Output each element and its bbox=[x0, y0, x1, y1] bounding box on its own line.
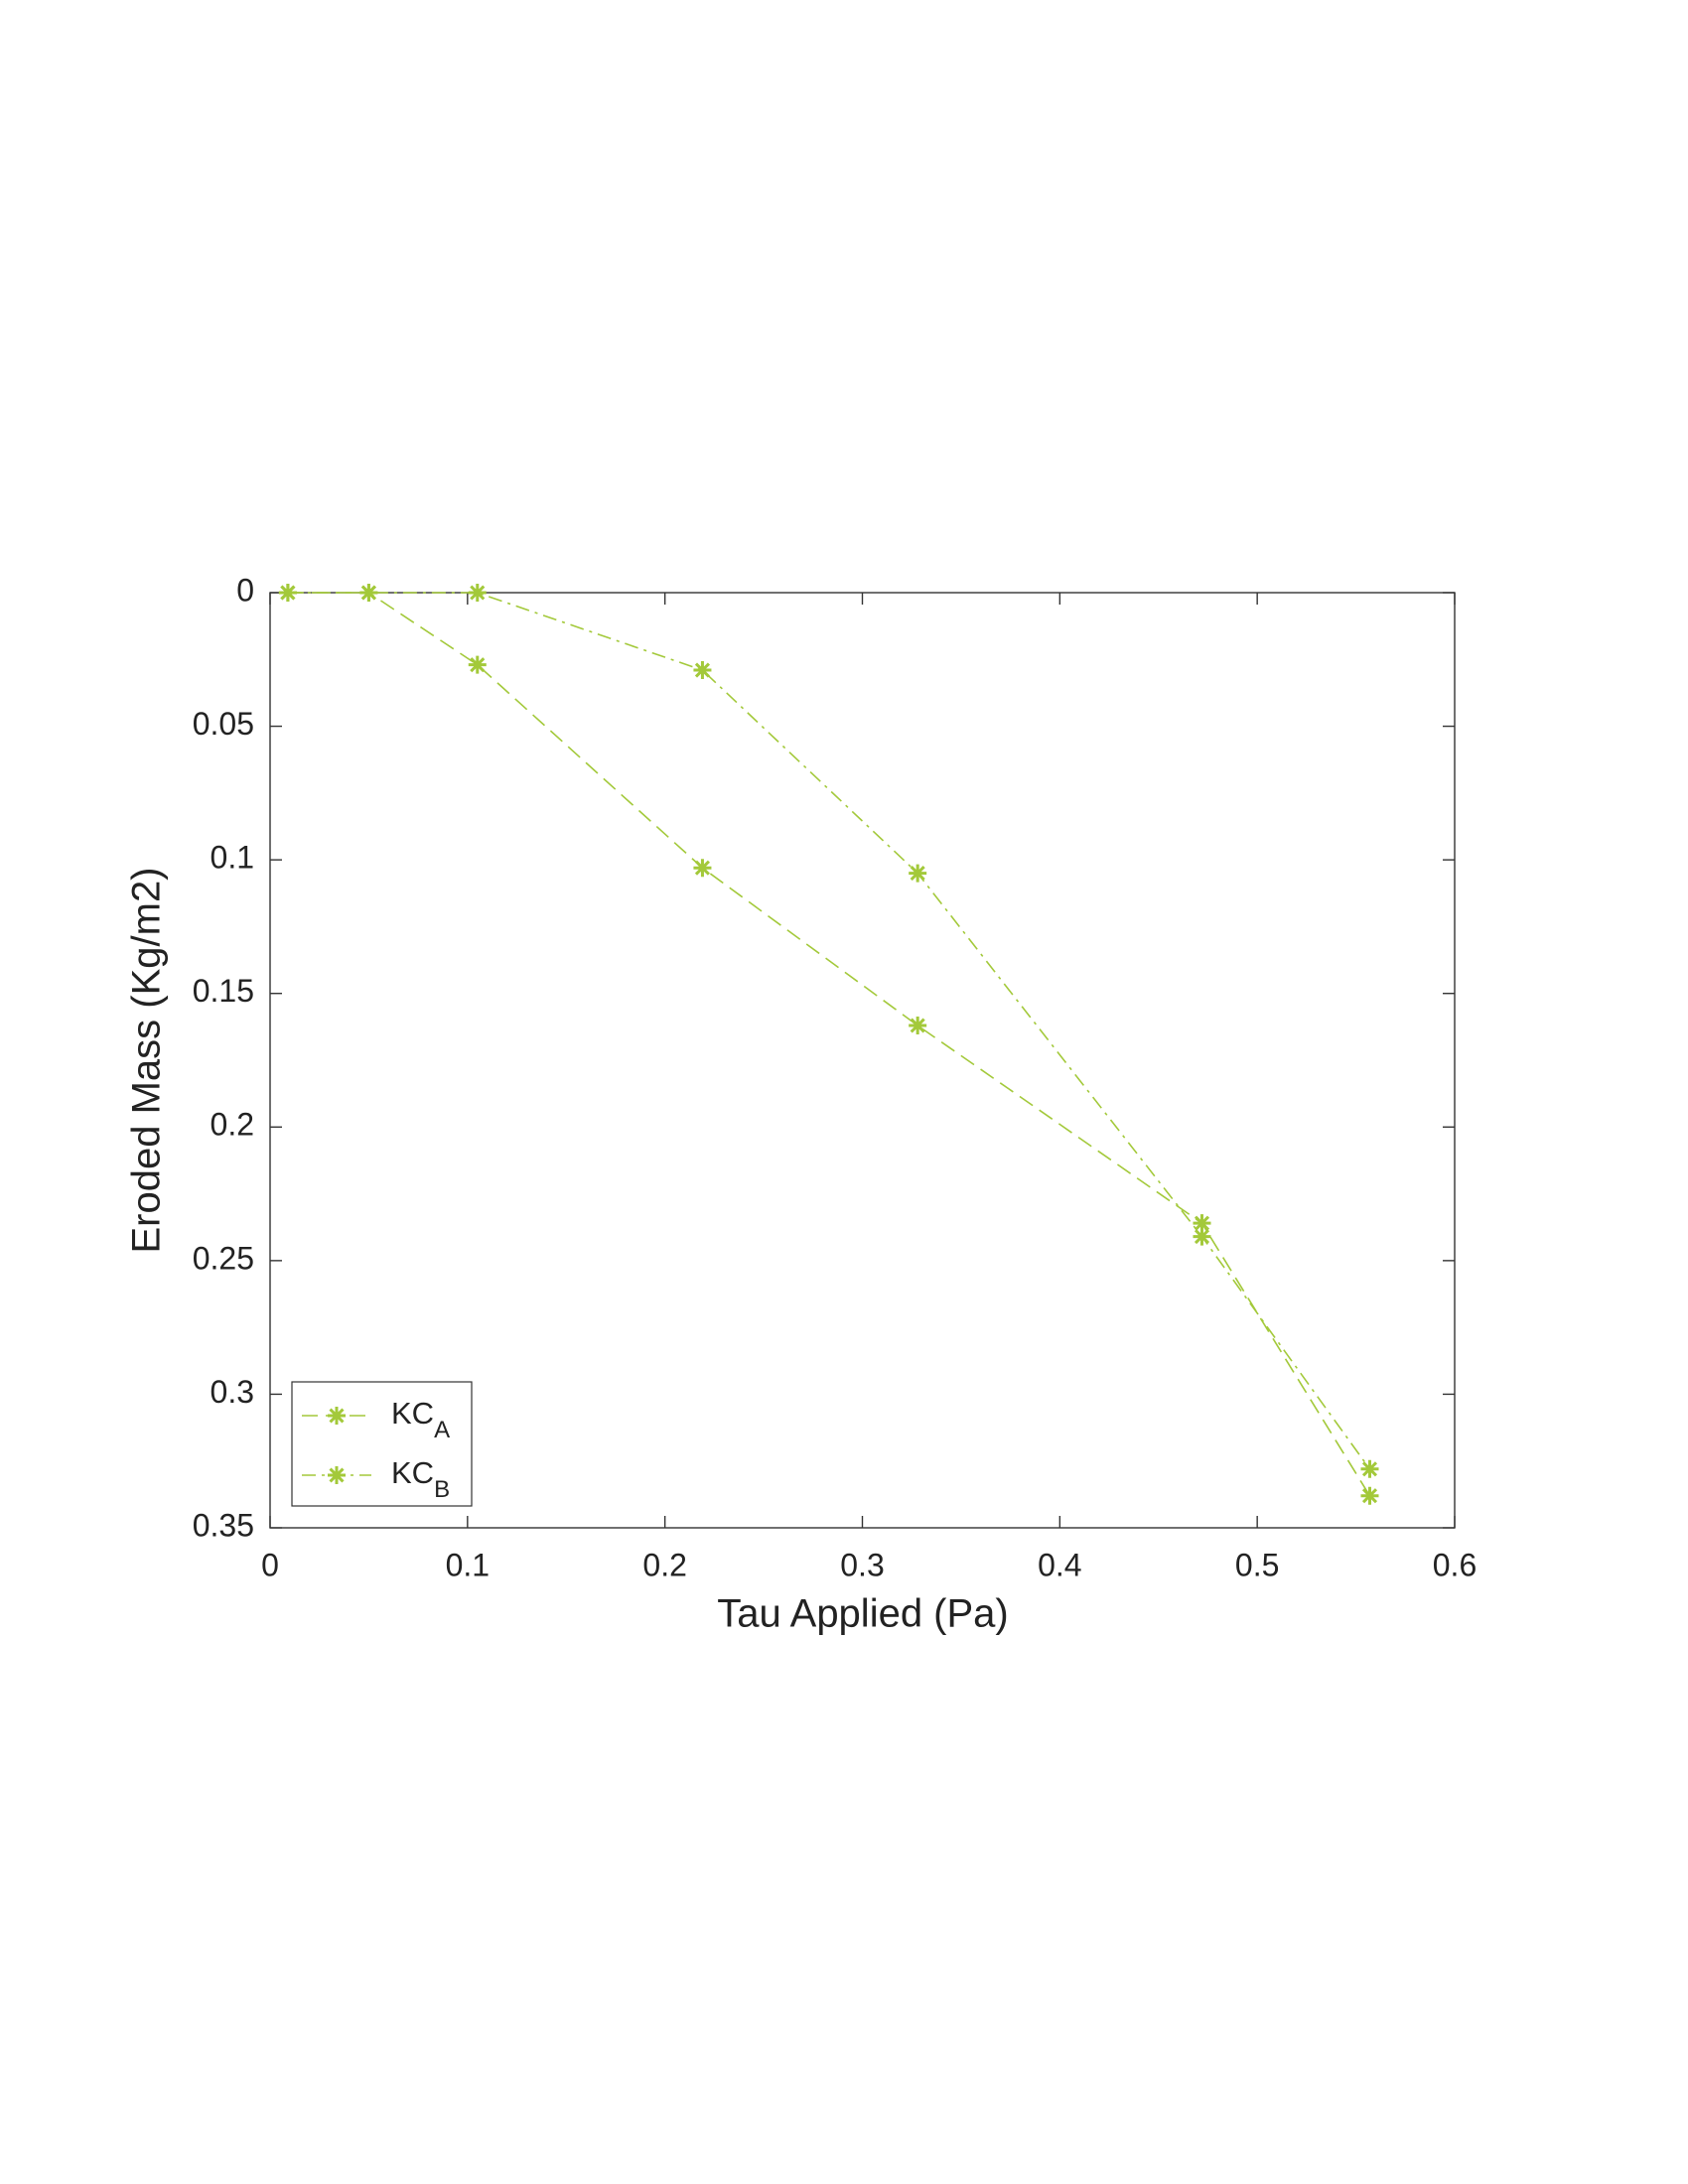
marker bbox=[328, 1407, 346, 1425]
y-tick-label: 0.15 bbox=[193, 973, 254, 1009]
x-tick-label: 0.6 bbox=[1433, 1547, 1477, 1582]
series-line bbox=[287, 592, 1371, 1497]
marker bbox=[1360, 1459, 1379, 1478]
marker bbox=[278, 584, 297, 602]
marker bbox=[1193, 1227, 1211, 1246]
y-tick-label: 0.1 bbox=[211, 840, 254, 876]
series-line bbox=[287, 592, 1371, 1470]
y-tick-label: 0.35 bbox=[193, 1507, 254, 1543]
legend-label: KCA bbox=[391, 1396, 450, 1443]
x-tick-label: 0.1 bbox=[446, 1547, 490, 1582]
y-axis-label: Eroded Mass (Kg/m2) bbox=[125, 867, 169, 1253]
y-tick-label: 0.05 bbox=[193, 706, 254, 742]
marker bbox=[1193, 1214, 1211, 1233]
marker bbox=[693, 859, 712, 878]
x-tick-label: 0 bbox=[261, 1547, 279, 1582]
x-axis-label: Tau Applied (Pa) bbox=[717, 1592, 1009, 1636]
marker bbox=[328, 1466, 346, 1484]
x-tick-label: 0.5 bbox=[1235, 1547, 1279, 1582]
x-tick-label: 0.4 bbox=[1038, 1547, 1081, 1582]
marker bbox=[468, 655, 487, 674]
y-tick-label: 0 bbox=[236, 572, 254, 608]
y-tick-label: 0.25 bbox=[193, 1240, 254, 1276]
marker bbox=[909, 864, 927, 883]
legend-label: KCB bbox=[391, 1455, 450, 1503]
marker bbox=[468, 584, 487, 602]
marker bbox=[693, 661, 712, 680]
marker bbox=[909, 1017, 927, 1035]
marker bbox=[1360, 1486, 1379, 1505]
marker bbox=[359, 584, 378, 602]
y-tick-label: 0.3 bbox=[211, 1374, 254, 1410]
legend-box bbox=[291, 1381, 473, 1507]
x-tick-label: 0.2 bbox=[642, 1547, 686, 1582]
x-tick-label: 0.3 bbox=[840, 1547, 884, 1582]
y-tick-label: 0.2 bbox=[211, 1107, 254, 1143]
